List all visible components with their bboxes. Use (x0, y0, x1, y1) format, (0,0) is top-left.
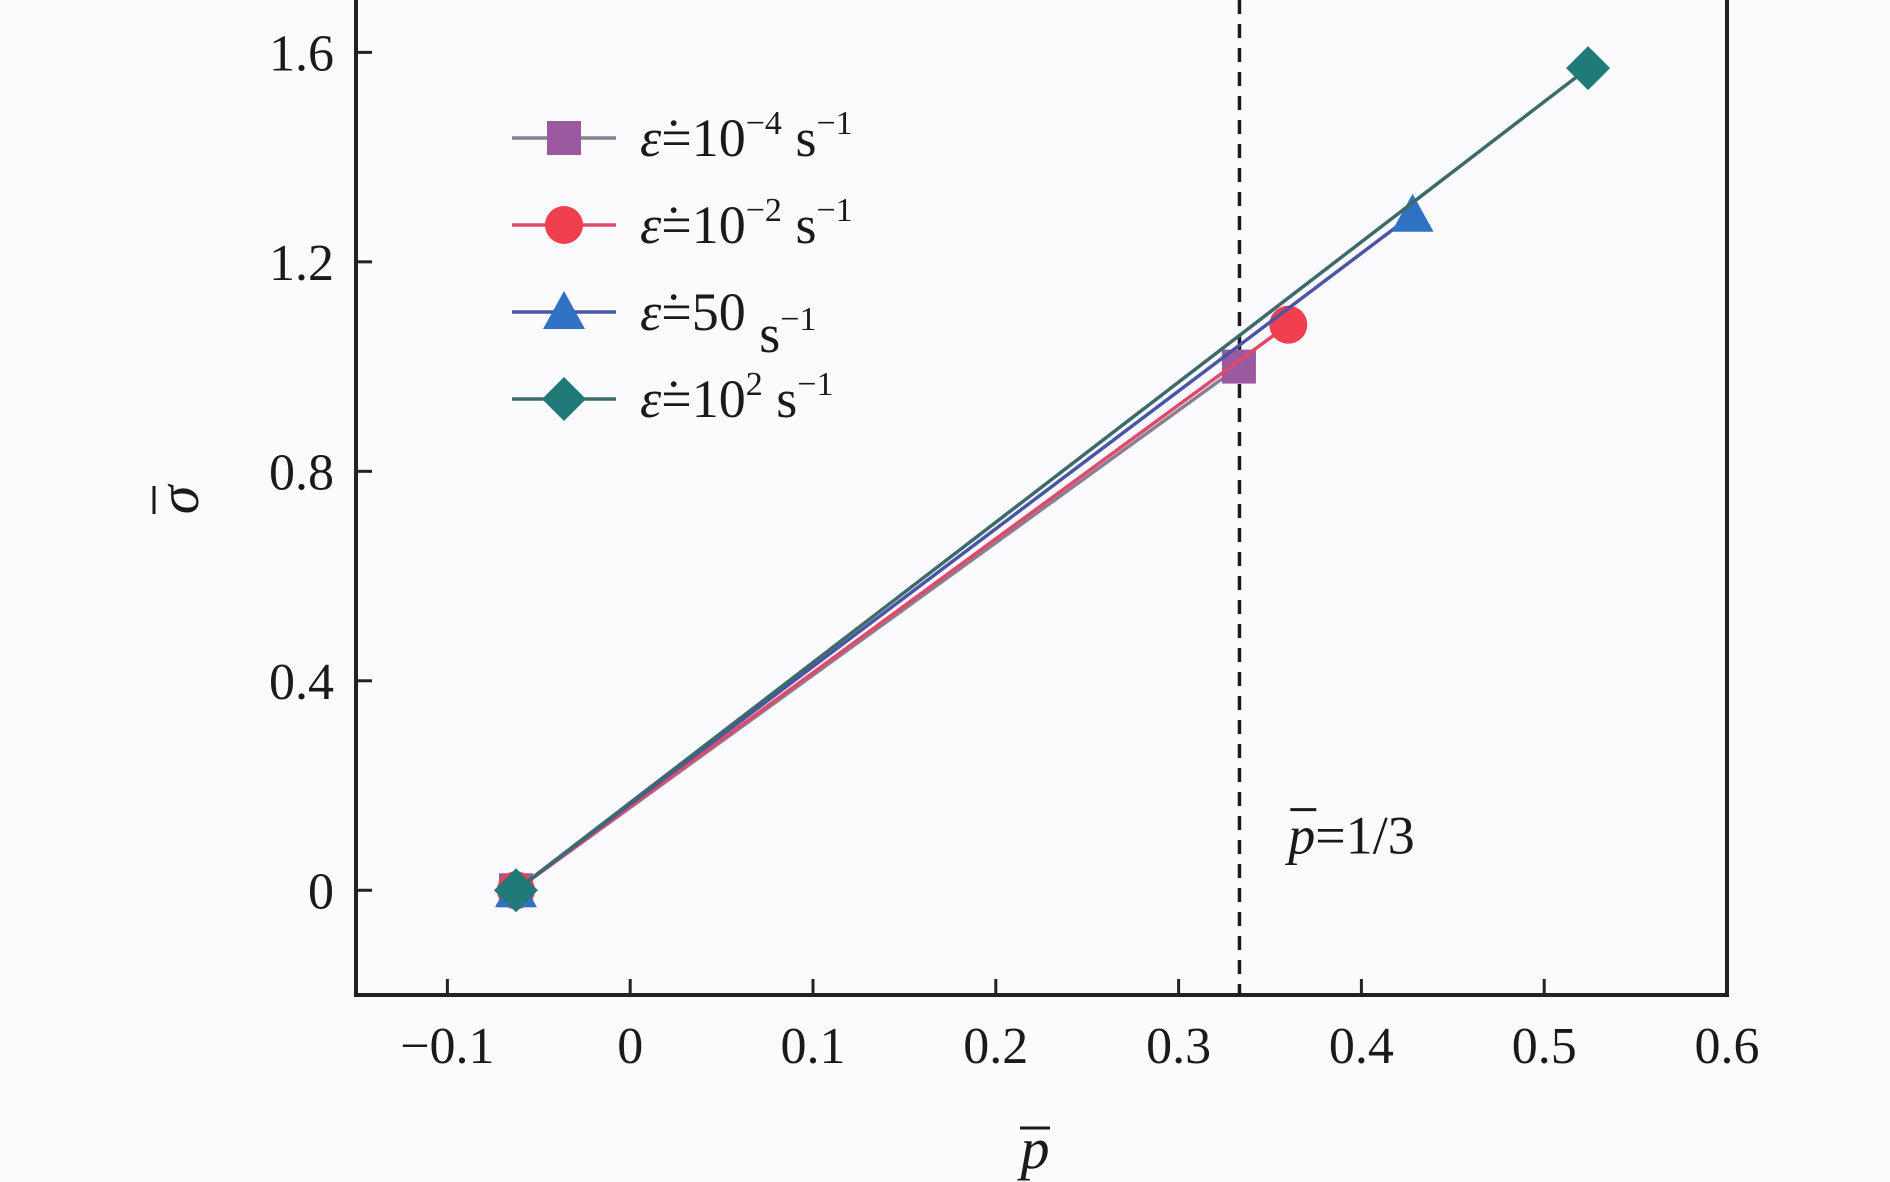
legend-marker (543, 291, 585, 329)
legend-base: =10 (661, 108, 745, 168)
legend-base: =50 (661, 282, 745, 342)
x-tick-label: 0.6 (1695, 1018, 1760, 1075)
legend-item: ε̇=50 s−1 (512, 282, 816, 364)
series-3 (493, 46, 1611, 913)
annotation-symbol: p (1284, 806, 1315, 866)
x-tick-label: 0.2 (963, 1018, 1028, 1075)
legend-label: ε̇=10−4 s−1 (640, 105, 853, 168)
data-point (1566, 46, 1611, 91)
legend-unit-exp: −1 (797, 366, 833, 403)
legend-unit: s (782, 195, 817, 255)
y-axis-label-group: σ (146, 483, 211, 514)
plot-area: −0.1 0 0.1 0.2 0.3 0.4 0.5 0.600.40.81.21.6pσp=… (146, 0, 1760, 1181)
x-tick-label: 0.1 (781, 1018, 846, 1075)
data-point (1391, 193, 1434, 232)
legend-unit: s (763, 369, 798, 429)
legend-label: ε̇=102 s−1 (640, 366, 833, 429)
legend-exp: −4 (746, 105, 782, 142)
y-tick-label: 0.8 (269, 444, 334, 501)
y-tick-label: 0 (308, 863, 334, 920)
series-1 (496, 305, 1308, 910)
plot-frame (354, 0, 1729, 997)
data-point (493, 868, 538, 913)
x-tick-label: −0.1 (400, 1018, 494, 1075)
data-point (1269, 305, 1308, 344)
legend-label: ε̇=10−2 s−1 (640, 192, 853, 255)
y-tick-label: 0.4 (269, 654, 334, 711)
y-axis-label: σ (146, 483, 211, 514)
legend-unit: s (782, 108, 817, 168)
legend-base: =10 (661, 195, 745, 255)
legend-label: ε̇=50 s−1 (640, 282, 816, 364)
legend-exp: −2 (746, 192, 782, 229)
legend-exp: 2 (746, 366, 763, 403)
legend-base: =10 (661, 369, 745, 429)
legend-unit-exp: −1 (816, 105, 852, 142)
y-tick-label: 1.6 (269, 25, 334, 82)
x-tick-label: 0.5 (1512, 1018, 1577, 1075)
annotation-value: =1/3 (1315, 806, 1414, 866)
legend-unit-exp: −1 (780, 301, 816, 338)
legend-item: ε̇=10−2 s−1 (512, 192, 853, 255)
legend-item: ε̇=102 s−1 (512, 366, 833, 429)
legend-item: ε̇=10−4 s−1 (512, 105, 853, 168)
legend-marker (545, 206, 583, 244)
x-axis-label: p (1017, 1116, 1050, 1181)
legend: ε̇=10−4 s−1 ε̇=10−2 s−1 ε̇=50 s−1ε̇=102 s−… (512, 105, 853, 429)
legend-marker (547, 121, 581, 155)
x-tick-label: 0.3 (1146, 1018, 1211, 1075)
legend-unit: s (746, 304, 781, 364)
series-line (514, 66, 1590, 892)
legend-unit-exp: −1 (816, 192, 852, 229)
legend-marker (542, 377, 586, 421)
series-line (514, 323, 1290, 892)
y-tick-label: 1.2 (269, 235, 334, 292)
annotation-text: p=1/3 (1284, 806, 1414, 866)
x-tick-label: 0 (617, 1018, 643, 1075)
x-tick-label: 0.4 (1329, 1018, 1394, 1075)
